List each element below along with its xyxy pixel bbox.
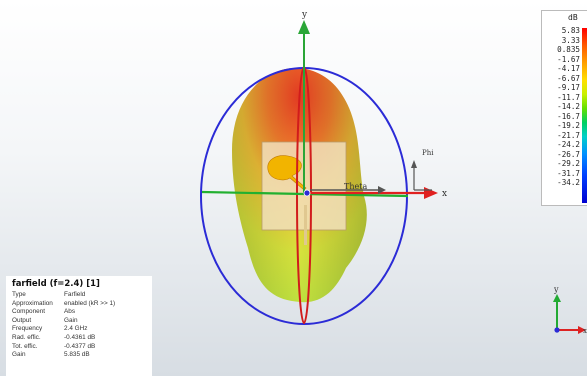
info-row: Frequency 2.4 GHz	[12, 325, 152, 334]
info-rows: Type Farfield Approximation enabled (kR >> …	[12, 291, 152, 360]
phi-arrow	[411, 160, 417, 168]
triad-x-label: x	[583, 327, 587, 335]
info-row: Type Farfield	[12, 291, 152, 300]
xz-plane-line-right	[303, 192, 409, 198]
colorbar-tick-label: -24.2	[557, 140, 580, 149]
info-value: enabled (kR >> 1)	[64, 299, 116, 307]
colorbar-tick-label: -16.7	[557, 111, 580, 121]
info-row: Component Abs	[12, 308, 152, 317]
colorbar-tick-label: -9.17	[557, 83, 580, 92]
triad-y-label: y	[553, 285, 559, 294]
x-axis-arrow	[424, 187, 438, 199]
y-axis-arrow	[298, 20, 310, 34]
info-key: Output	[12, 316, 32, 324]
colorbar-tick-label: 0.835	[557, 45, 580, 54]
info-value: -0.4361 dB	[64, 333, 96, 341]
colorbar-tick-label: -29.2	[557, 159, 580, 168]
triad-x-arrow	[578, 326, 586, 334]
origin-marker	[303, 189, 311, 197]
info-row: Rad. effic. -0.4361 dB	[12, 334, 152, 343]
colorbar-tick-label: 3.33	[561, 35, 580, 45]
theta-arrow	[378, 186, 386, 194]
info-key: Frequency	[12, 325, 43, 333]
colorbar-tick-label: -11.7	[557, 92, 580, 102]
info-row: Approximation enabled (kR >> 1)	[12, 300, 152, 309]
info-title: farfield (f=2.4) [1]	[12, 279, 100, 289]
colorbar-tick-label: -34.2	[557, 178, 580, 187]
info-value: Gain	[64, 316, 78, 324]
colorbar-tick-label: -1.67	[557, 54, 580, 64]
farfield-info-panel: farfield (f=2.4) [1] Type Farfield Approxi…	[6, 276, 152, 376]
info-value: Abs	[64, 308, 76, 316]
theta-label: Theta	[344, 182, 367, 191]
info-key: Approximation	[12, 299, 53, 307]
info-key: Tot. effic.	[12, 342, 38, 350]
info-key: Gain	[12, 351, 26, 359]
colorbar-tick-label: -21.7	[557, 130, 580, 140]
info-row: Gain 5.835 dB	[12, 351, 152, 360]
x-axis-label: x	[442, 189, 447, 199]
triad-origin	[554, 327, 560, 333]
color-scale-legend: dB 5.83 3.33 0.835 -1.67 -4.17 -6.67 -9.17 -11.…	[541, 10, 587, 206]
colorbar-labels: 5.83 3.33 0.835 -1.67 -4.17 -6.67 -9.17 -11.7 -1…	[544, 26, 580, 188]
colorbar-tick-label: 5.83	[561, 26, 580, 35]
info-row: Output Gain	[12, 317, 152, 326]
info-value: -0.4377 dB	[64, 342, 96, 350]
feed-line	[304, 205, 307, 245]
colorbar-unit: dB	[568, 13, 578, 22]
xz-plane-line	[201, 190, 305, 196]
colorbar-tick-label: -14.2	[557, 102, 580, 111]
colorbar-tick-label: -19.2	[557, 121, 580, 130]
colorbar-tick-label: -31.7	[557, 168, 580, 178]
info-key: Type	[12, 291, 26, 298]
colorbar-tick-label: -6.67	[557, 73, 580, 83]
info-value: 2.4 GHz	[64, 325, 88, 333]
info-value: 5.835 dB	[64, 351, 90, 359]
info-value: Farfield	[64, 291, 86, 298]
y-axis-label: y	[301, 10, 308, 20]
info-row: Tot. effic. -0.4377 dB	[12, 343, 152, 352]
info-key: Component	[12, 308, 46, 316]
colorbar-tick-label: -4.17	[557, 64, 580, 73]
triad-y-arrow	[553, 294, 561, 302]
colorbar-tick-label: -26.7	[557, 149, 580, 159]
phi-label: Phi	[422, 149, 434, 157]
info-key: Rad. effic.	[12, 333, 41, 341]
colorbar-gradient	[582, 28, 587, 203]
